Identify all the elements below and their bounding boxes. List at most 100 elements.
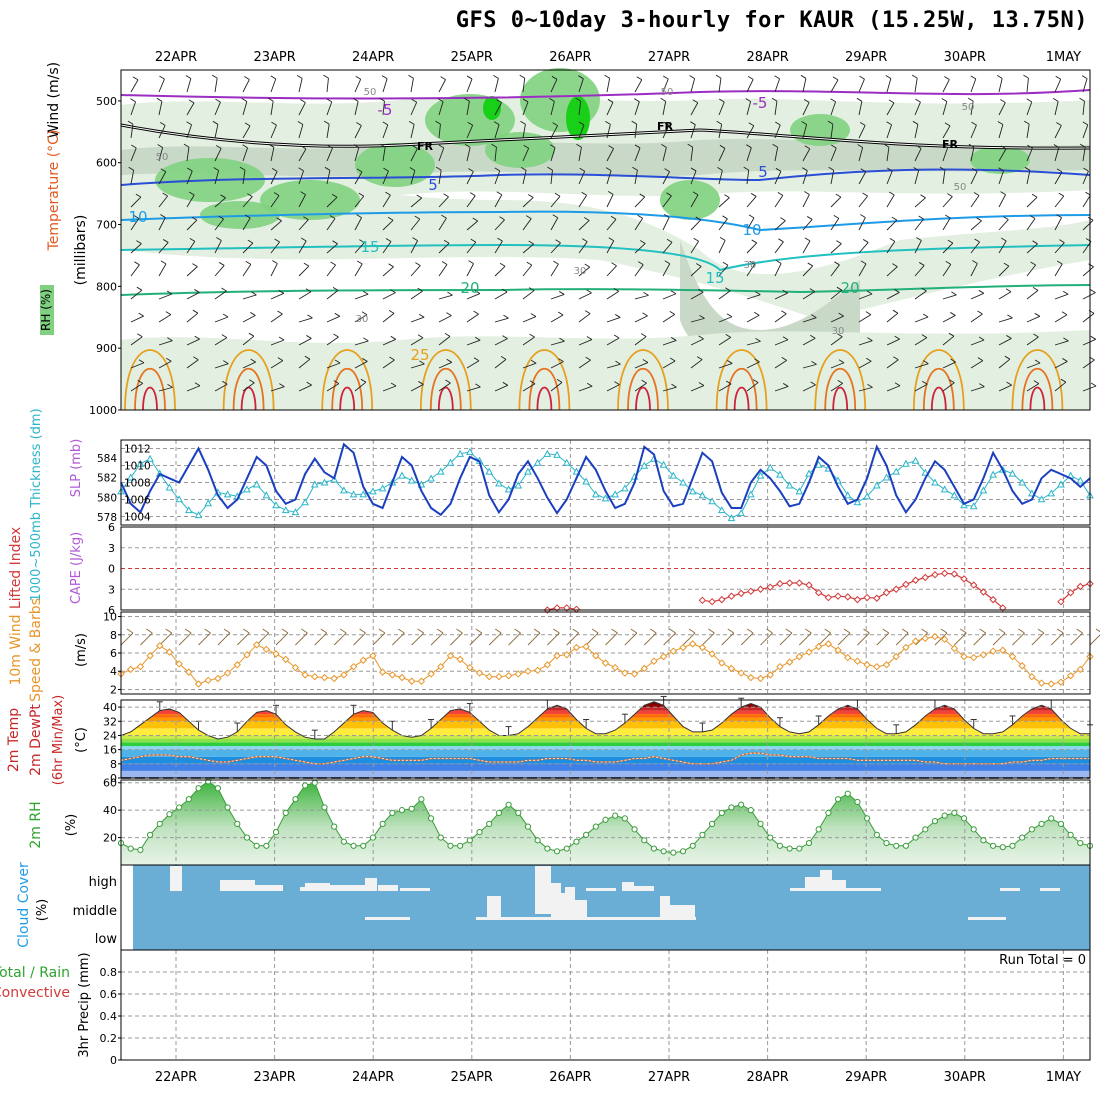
wind-barb: [550, 125, 558, 139]
thickness-marker: [1047, 489, 1056, 497]
wind10m-barb: [411, 632, 425, 646]
thickness-marker: [1057, 480, 1065, 488]
rh-marker: [854, 798, 861, 806]
wind-barb-flag: [639, 193, 645, 198]
wind-barb-flag: [381, 75, 388, 79]
wind-barb: [550, 147, 556, 162]
rh-marker: [757, 820, 764, 827]
wind-barb: [382, 78, 388, 93]
wind-barb: [550, 294, 565, 300]
wind-barb: [466, 147, 471, 162]
wind-speed-marker: [185, 668, 193, 676]
wind10m-barb-flag: [262, 628, 269, 634]
wind-barb: [662, 360, 676, 369]
rh-marker: [1028, 826, 1035, 833]
wind-barb: [270, 101, 274, 116]
y-tick-label: 6: [110, 647, 117, 660]
wind-barb-flag: [605, 167, 612, 171]
rh-marker: [515, 809, 522, 817]
wind-speed-marker: [999, 646, 1007, 654]
thickness-marker: [310, 480, 319, 488]
rh-marker: [621, 815, 628, 822]
wind-barb-flag: [417, 334, 424, 339]
wind-barb: [606, 170, 612, 185]
wind-barb-flag: [503, 314, 509, 319]
wind-barb-flag: [160, 168, 167, 173]
wind10m-barb-flag: [843, 628, 851, 634]
wind-speed-marker: [427, 670, 435, 678]
wind-barb: [214, 383, 228, 392]
wind-barb-flag: [305, 288, 312, 293]
rh-marker: [398, 807, 406, 814]
wind-barb-flag: [306, 381, 312, 386]
wind-barb-flag: [502, 381, 509, 386]
rh-legend-swatch: [40, 285, 54, 335]
rh-unit-label: (%): [64, 814, 79, 837]
wind-barb-flag: [324, 166, 331, 171]
wind-barb-flag: [1081, 75, 1088, 79]
wind-barb: [550, 314, 564, 323]
wind-barb: [410, 170, 416, 185]
wind-barb-flag: [642, 359, 649, 363]
wind-barb-flag: [134, 261, 140, 266]
wind-barb: [354, 101, 359, 116]
cloud-block: [220, 880, 255, 891]
thickness-marker: [398, 471, 406, 479]
wind-barb: [354, 361, 368, 369]
rh-marker: [951, 809, 958, 817]
wind-barb: [746, 294, 761, 300]
wind-barb: [130, 170, 135, 185]
wind-barb: [998, 148, 1007, 162]
wind-barb: [858, 125, 866, 139]
cloud-block: [330, 885, 370, 891]
wind-barb: [578, 266, 591, 277]
wind-barb-flag: [689, 75, 695, 79]
wind-barb-flag: [976, 217, 982, 222]
wind-barb-flag: [578, 75, 584, 80]
wind-barb: [998, 170, 1004, 185]
wind10m-barb-flag: [281, 628, 289, 634]
wind-barb: [690, 385, 705, 392]
wind-barb: [326, 315, 340, 323]
wind-barb-flag: [949, 379, 955, 384]
rh-marker: [650, 845, 658, 852]
thickness-marker: [621, 484, 629, 492]
wind-barb-flag: [300, 191, 306, 196]
rh-marker: [990, 842, 997, 849]
wind-barb-flag: [221, 287, 227, 292]
wind-speed-marker: [863, 661, 871, 669]
wind-barb-flag: [193, 356, 199, 361]
wind-barb-flag: [387, 216, 394, 221]
wind-barb: [494, 317, 509, 323]
rh-marker: [292, 796, 299, 803]
wind-barb: [494, 359, 507, 369]
isotherm-25-loop: [617, 349, 669, 411]
wind-barb: [802, 102, 810, 116]
wind-barb-flag: [416, 194, 422, 199]
wind10m-barb-flag: [611, 628, 618, 634]
cloud-block: [670, 905, 695, 920]
isotherm-label: 10: [128, 208, 147, 226]
wind-barb: [382, 266, 394, 277]
wind-barb: [774, 263, 782, 277]
wind10m-barb-flag: [223, 628, 231, 634]
wind-barb: [326, 101, 333, 116]
wind-barb: [886, 241, 896, 254]
wind-barb: [970, 292, 984, 300]
wind-barb: [130, 196, 142, 208]
wind-barb-flag: [244, 122, 251, 127]
rh-marker: [980, 837, 987, 844]
wind-barb: [998, 317, 1013, 323]
temp-unit-label: (°C): [74, 727, 89, 753]
wind-barb: [466, 360, 480, 369]
wind-barb: [578, 124, 585, 139]
wind-barb: [858, 386, 873, 392]
wind10m-barb-flag: [746, 628, 754, 634]
wind-barb-flag: [276, 217, 282, 222]
wind-barb-flag: [1023, 120, 1030, 125]
wind-barb-flag: [300, 237, 307, 242]
cloud-block: [565, 887, 575, 895]
wind-speed-marker: [1076, 665, 1085, 674]
temperature-band: [121, 739, 1090, 743]
wind-barb-flag: [637, 214, 643, 219]
